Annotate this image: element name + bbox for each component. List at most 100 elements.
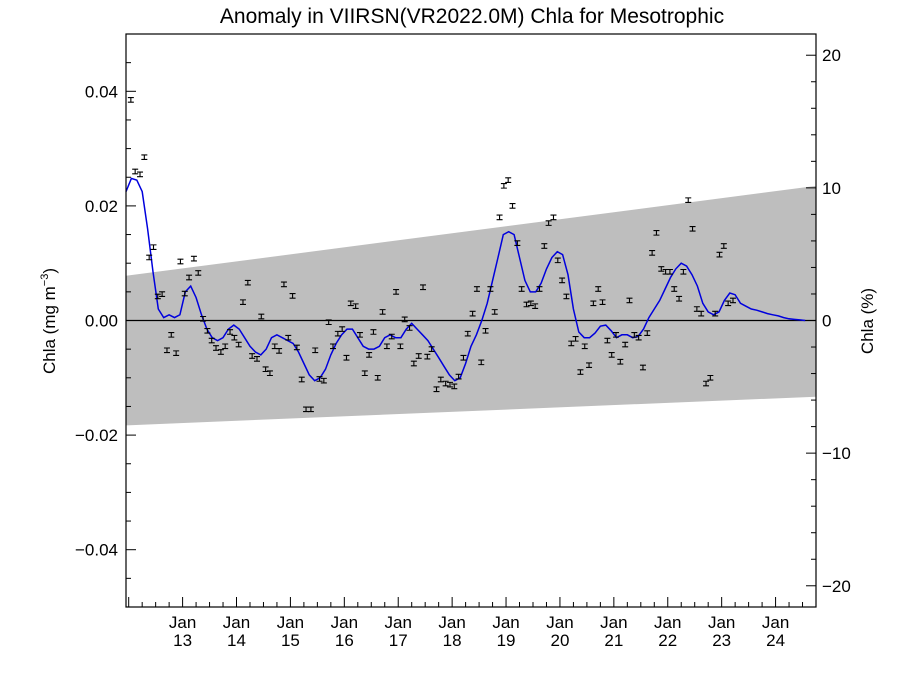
data-point-errorbar: [617, 358, 624, 365]
data-point-errorbar: [276, 348, 283, 354]
data-point: [523, 301, 530, 308]
data-point-errorbar: [222, 343, 229, 350]
data-point-errorbar: [428, 346, 435, 352]
data-point: [127, 97, 134, 103]
data-point-errorbar: [460, 354, 467, 361]
data-point-errorbar: [217, 349, 224, 355]
data-point-errorbar: [352, 303, 359, 310]
data-point-errorbar: [563, 293, 570, 300]
y-axis-label-left-sup: −3: [39, 274, 51, 287]
data-point: [716, 251, 723, 258]
data-point: [446, 381, 453, 388]
data-point: [455, 373, 462, 380]
data-point-errorbar: [639, 364, 646, 371]
data-point-errorbar: [312, 347, 319, 354]
data-point-errorbar: [676, 295, 683, 302]
data-point-errorbar: [266, 370, 273, 377]
data-point: [420, 284, 427, 291]
y-axis-label-right: Chla (%): [858, 288, 877, 354]
data-point: [352, 303, 359, 310]
data-point: [500, 183, 507, 189]
data-point: [595, 286, 602, 292]
data-point-errorbar: [626, 297, 633, 304]
data-point: [293, 344, 300, 351]
data-point: [644, 330, 651, 336]
data-point: [469, 310, 476, 317]
data-point-errorbar: [379, 309, 386, 315]
data-point-errorbar: [505, 177, 512, 183]
data-point-errorbar: [204, 327, 211, 334]
x-tick-label-month: Jan: [546, 613, 573, 632]
data-point-errorbar: [685, 197, 692, 204]
data-point-errorbar: [132, 168, 139, 175]
data-point: [442, 380, 449, 387]
data-point: [550, 214, 557, 221]
y2-tick-label: −10: [822, 444, 851, 463]
data-point: [639, 364, 646, 371]
x-tick-label-year: 22: [658, 631, 677, 650]
data-point-errorbar: [482, 327, 489, 334]
data-point-errorbar: [536, 286, 543, 292]
data-point-errorbar: [339, 326, 346, 332]
data-point-errorbar: [356, 331, 363, 338]
data-point-errorbar: [500, 183, 507, 189]
data-point: [666, 268, 673, 275]
data-point-errorbar: [487, 286, 494, 292]
plot-area: −0.04−0.020.000.020.04−20−1001020Jan13Ja…: [75, 34, 851, 650]
data-point-errorbar: [208, 337, 215, 344]
data-point: [428, 346, 435, 352]
y2-tick-label: 10: [822, 179, 841, 198]
x-tick-label-year: 23: [712, 631, 731, 650]
data-point-errorbar: [173, 350, 180, 357]
data-point-errorbar: [671, 286, 678, 292]
data-point: [658, 266, 665, 272]
data-point-errorbar: [572, 335, 579, 342]
data-point-errorbar: [649, 250, 656, 256]
x-tick-label-month: Jan: [385, 613, 412, 632]
data-point-errorbar: [550, 214, 557, 221]
data-point-errorbar: [658, 266, 665, 272]
data-point-errorbar: [608, 352, 615, 358]
data-point: [653, 229, 660, 236]
data-point-errorbar: [577, 369, 584, 375]
data-point-errorbar: [410, 360, 417, 367]
data-point: [146, 254, 153, 261]
data-point-errorbar: [554, 257, 561, 264]
data-point-errorbar: [401, 316, 408, 323]
x-tick-label-year: 17: [389, 631, 408, 650]
data-point: [622, 341, 629, 348]
data-point: [266, 370, 273, 377]
data-point: [159, 291, 166, 297]
data-point-errorbar: [298, 376, 305, 383]
data-point: [298, 376, 305, 383]
data-point-errorbar: [200, 315, 207, 322]
data-point: [509, 203, 516, 209]
data-point-errorbar: [532, 303, 539, 310]
x-tick-label-year: 13: [173, 631, 192, 650]
data-point: [258, 313, 265, 320]
x-tick-label-year: 18: [443, 631, 462, 650]
data-point: [626, 297, 633, 304]
data-point-errorbar: [163, 347, 170, 354]
data-point: [559, 277, 566, 284]
data-point: [383, 343, 390, 350]
x-tick-label-month: Jan: [492, 613, 519, 632]
data-point-errorbar: [307, 406, 314, 413]
y-tick-label: −0.04: [75, 541, 118, 560]
data-point-errorbar: [383, 343, 390, 350]
data-point-errorbar: [527, 300, 534, 307]
data-point: [227, 329, 234, 335]
data-point-errorbar: [725, 300, 732, 307]
data-point: [347, 300, 354, 307]
data-point: [393, 289, 400, 295]
data-point: [177, 258, 184, 265]
data-point: [200, 315, 207, 322]
data-point: [339, 326, 346, 332]
data-point-errorbar: [235, 341, 242, 348]
data-point-errorbar: [545, 220, 552, 226]
y-tick-label: 0.04: [85, 82, 118, 101]
data-point-errorbar: [258, 313, 265, 320]
x-tick-label-year: 15: [281, 631, 300, 650]
data-point-errorbar: [154, 293, 161, 300]
x-tick-label-year: 20: [550, 631, 569, 650]
